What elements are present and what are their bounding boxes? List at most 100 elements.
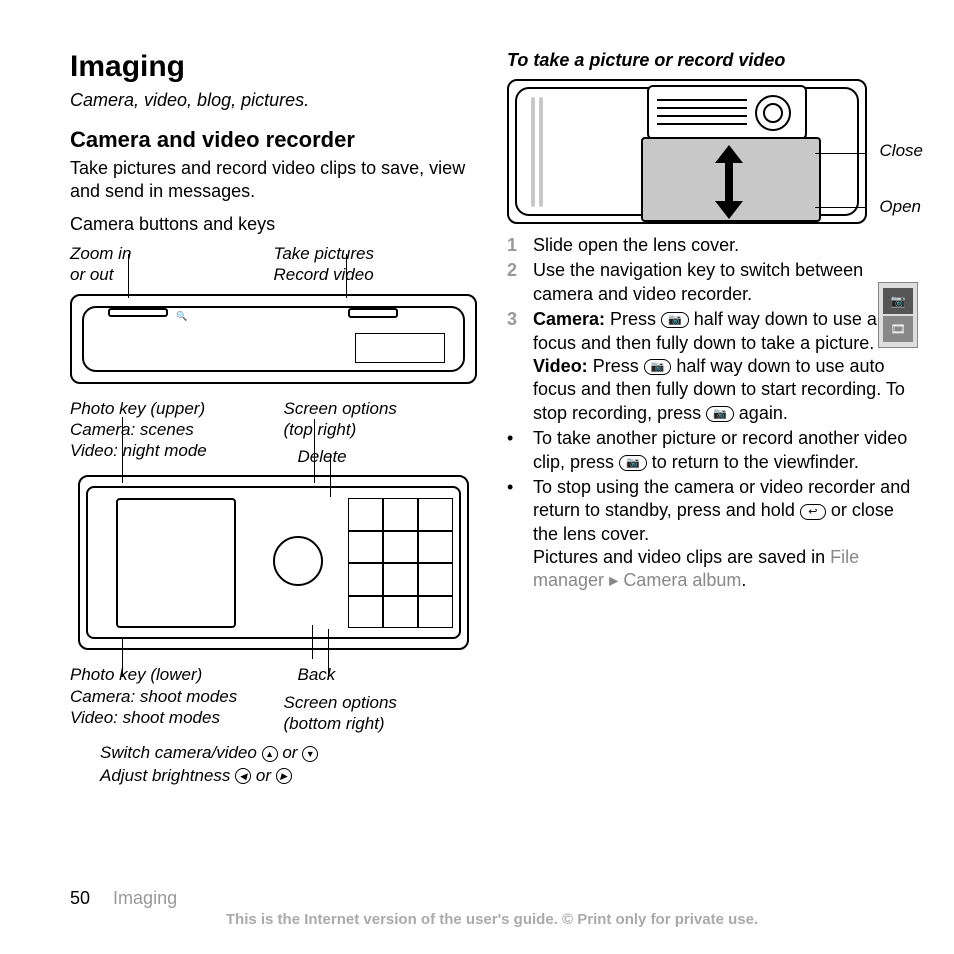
brightness-line: Adjust brightness ◀ or ▶ (100, 765, 477, 788)
lens-inner-icon (763, 103, 783, 123)
annot-line: (top right) (284, 419, 478, 440)
annot-screen-top: Screen options (top right) Delete (264, 398, 478, 468)
camera-album-path: Camera album (623, 570, 741, 590)
bullet-icon: • (507, 427, 533, 474)
shutter-button-icon (348, 308, 398, 318)
annot-photo-upper: Photo key (upper) Camera: scenes Video: … (70, 398, 264, 468)
phone-front-diagram (78, 475, 469, 650)
procedure-heading: To take a picture or record video (507, 50, 914, 71)
camera-button-icon: 📷 (644, 359, 672, 375)
keypad-icon (348, 498, 453, 628)
zoom-button-icon (108, 308, 168, 317)
step-text: Camera: Press 📷 half way down to use aut… (533, 308, 914, 425)
screen-icon (116, 498, 236, 628)
leader-line (330, 455, 331, 497)
camera-body-outline (515, 87, 859, 216)
camera-mode-icon: 📷 (883, 288, 913, 314)
leader-line (312, 625, 313, 659)
text: to return to the viewfinder. (647, 452, 859, 472)
step-number: 1 (507, 234, 533, 257)
flash-lines-icon (657, 93, 747, 133)
left-column: Imaging Camera, video, blog, pictures. C… (70, 50, 477, 788)
phone-front-outline (86, 486, 461, 639)
video-mode-icon: 🎞 (883, 316, 913, 342)
grip-icon (539, 97, 543, 207)
open-label: Open (879, 197, 921, 217)
annot-line: Screen options (284, 398, 478, 419)
phone-top-outline: 🔍 (82, 306, 465, 372)
dpad-icon (273, 536, 323, 586)
step-2: 2 Use the navigation key to switch betwe… (507, 259, 914, 306)
phone-top-diagram: 🔍 (70, 294, 477, 384)
bullet-2: • To stop using the camera or video reco… (507, 476, 914, 593)
steps-list: 1 Slide open the lens cover. 2 Use the n… (507, 234, 914, 593)
step-text: Slide open the lens cover. (533, 234, 914, 257)
switch-camera-line: Switch camera/video ▲ or ▼ (100, 742, 477, 765)
camera-button-icon: 📷 (619, 455, 647, 471)
leader-line (346, 254, 347, 298)
leader-line (328, 629, 329, 679)
camera-button-icon: 📷 (706, 406, 734, 422)
annot-line: Screen options (284, 692, 478, 713)
dpad-area (258, 496, 338, 636)
step-number: 3 (507, 308, 533, 425)
page-footer: 50 Imaging This is the Internet version … (70, 888, 914, 928)
back-button-icon: ↩ (800, 504, 826, 520)
camera-button-icon: 📷 (661, 312, 689, 328)
mode-indicator: 📷 🎞 (878, 282, 918, 348)
text: Adjust brightness (100, 766, 235, 785)
magnifier-icon: 🔍 (176, 311, 187, 322)
nav-up-icon: ▲ (262, 746, 278, 762)
text: Press (588, 356, 644, 376)
leader-line (122, 637, 123, 677)
text: Press (605, 309, 661, 329)
triangle-icon: ▶ (609, 574, 618, 588)
annot-line: Photo key (upper) (70, 398, 264, 419)
step-text: To take another picture or record anothe… (533, 427, 914, 474)
step-1: 1 Slide open the lens cover. (507, 234, 914, 257)
annot-screen-bot: Back Screen options (bottom right) (264, 664, 478, 734)
close-label: Close (880, 141, 923, 161)
text: . (741, 570, 746, 590)
page-number: 50 (70, 888, 90, 908)
bullet-1: • To take another picture or record anot… (507, 427, 914, 474)
annot-delete: Delete (298, 446, 478, 467)
annot-line: Camera: scenes (70, 419, 264, 440)
leader-line (815, 207, 867, 208)
top-keys-area (355, 333, 445, 363)
annot-shutter-l1: Take pictures (274, 243, 478, 264)
annot-shutter-l2: Record video (274, 264, 478, 285)
arrow-down-icon (715, 201, 743, 219)
section-heading: Camera and video recorder (70, 127, 477, 153)
nav-left-icon: ◀ (235, 768, 251, 784)
text: again. (734, 403, 788, 423)
text: Pictures and video clips are saved in (533, 547, 830, 567)
step-number: 2 (507, 259, 533, 306)
annot-shutter: Take pictures Record video (274, 243, 478, 286)
text: or (256, 766, 276, 785)
annot-line: Video: night mode (70, 440, 264, 461)
step-3: 3 Camera: Press 📷 half way down to use a… (507, 308, 914, 425)
annot-line: Photo key (lower) (70, 664, 264, 685)
nav-down-icon: ▼ (302, 746, 318, 762)
copyright-notice: This is the Internet version of the user… (70, 911, 914, 928)
text: or (282, 743, 302, 762)
annot-line: (bottom right) (284, 713, 478, 734)
right-column: To take a picture or record video (507, 50, 914, 788)
leader-line (122, 417, 123, 483)
chapter-name: Imaging (113, 888, 177, 908)
leader-line (128, 254, 129, 298)
arrow-shaft-icon (725, 161, 733, 203)
section-intro: Take pictures and record video clips to … (70, 157, 477, 202)
annot-zoom: Zoom in or out (70, 243, 274, 286)
video-label: Video: (533, 356, 588, 376)
grip-icon (531, 97, 535, 207)
annot-line: Camera: shoot modes (70, 686, 264, 707)
annot-back: Back (298, 664, 478, 685)
bullet-icon: • (507, 476, 533, 593)
step-text: To stop using the camera or video record… (533, 476, 914, 593)
page-title: Imaging (70, 50, 477, 84)
text: Switch camera/video (100, 743, 262, 762)
annot-photo-lower: Photo key (lower) Camera: shoot modes Vi… (70, 664, 264, 734)
annot-zoom-l2: or out (70, 264, 274, 285)
